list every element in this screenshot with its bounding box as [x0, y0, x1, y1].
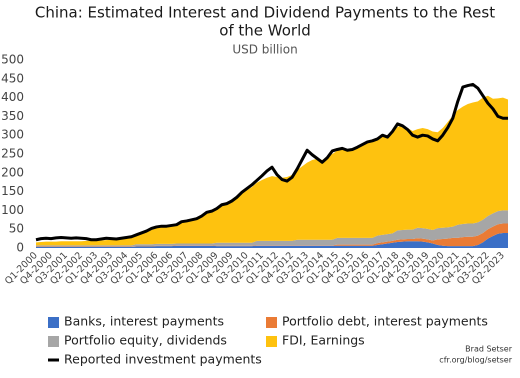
- legend-marker: [266, 317, 277, 328]
- y-tick-label: 300: [1, 128, 24, 142]
- legend-label: Portfolio debt, interest payments: [282, 314, 488, 329]
- area: [36, 210, 508, 247]
- y-tick-label: 100: [1, 203, 24, 217]
- y-tick-label: 0: [16, 241, 24, 255]
- chart-title: China: Estimated Interest and Dividend P…: [35, 4, 495, 22]
- area: [36, 232, 508, 248]
- y-tick-label: 400: [1, 90, 24, 104]
- legend-label: Reported investment payments: [64, 352, 262, 367]
- y-tick-label: 50: [9, 222, 24, 236]
- area: [36, 223, 508, 247]
- y-tick-label: 500: [1, 53, 24, 67]
- line: [35, 82, 508, 242]
- y-tick-label: 150: [1, 184, 24, 198]
- legend-marker: [48, 317, 59, 328]
- legend-label: Portfolio equity, dividends: [64, 333, 227, 348]
- y-tick-label: 200: [1, 165, 24, 179]
- area: [36, 95, 508, 246]
- chart-title: of the World: [219, 22, 311, 40]
- source: cfr.org/blog/setser: [439, 356, 512, 365]
- y-tick-label: 450: [1, 71, 24, 85]
- legend-label: Banks, interest payments: [64, 314, 224, 329]
- y-tick-label: 350: [1, 109, 24, 123]
- y-tick-label: 250: [1, 147, 24, 161]
- chart-subtitle: USD billion: [232, 43, 297, 57]
- source: Brad Setser: [465, 345, 513, 354]
- legend-marker: [48, 336, 59, 347]
- legend-label: FDI, Earnings: [282, 333, 365, 348]
- legend-marker: [266, 336, 277, 347]
